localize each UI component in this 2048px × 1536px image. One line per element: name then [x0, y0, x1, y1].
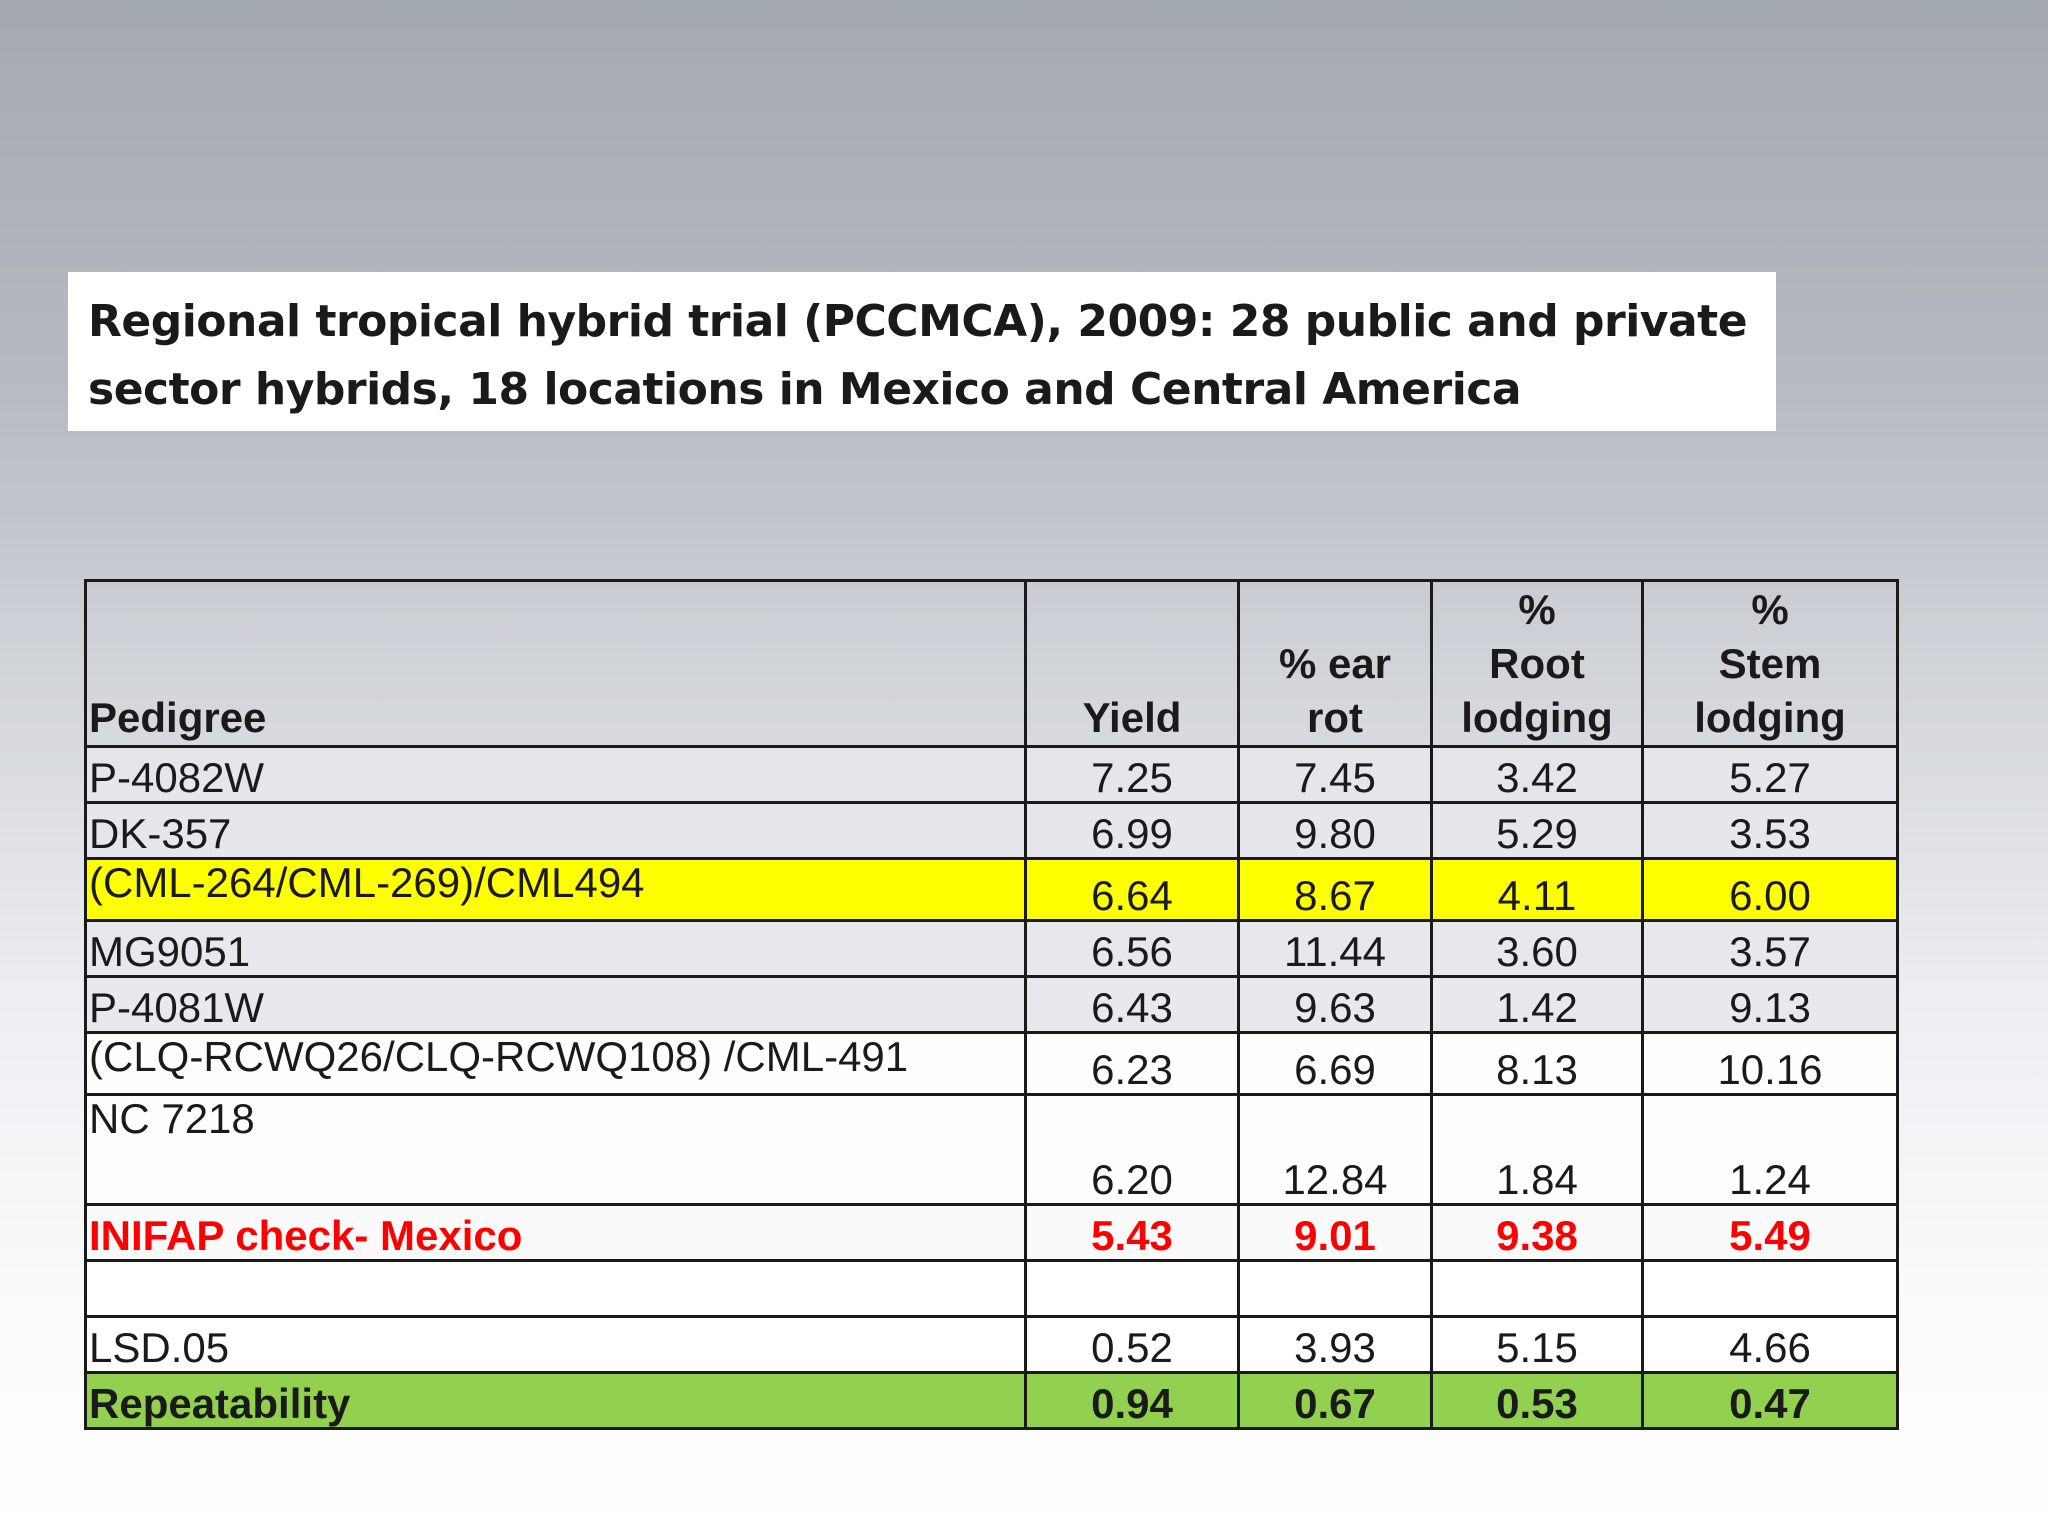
- cell-yield: 6.20: [1024, 1093, 1240, 1206]
- cell-yield: 6.23: [1024, 1031, 1240, 1096]
- cell-pedigree: (CLQ-RCWQ26/CLQ-RCWQ108) /CML-491: [84, 1031, 1027, 1096]
- cell-root-lodging: 9.38: [1430, 1203, 1644, 1262]
- cell-stem-lodging: 4.66: [1641, 1315, 1899, 1374]
- cell-pedigree: (CML-264/CML-269)/CML494: [84, 857, 1027, 922]
- cell-ear-rot: 11.44: [1237, 919, 1433, 978]
- cell-root-lodging: 0.53: [1430, 1371, 1644, 1430]
- cell-pedigree: P-4082W: [84, 745, 1027, 804]
- cell-pedigree: NC 7218: [84, 1093, 1027, 1206]
- header-stem-lodging: % Stem lodging: [1641, 579, 1899, 748]
- cell-stem-lodging: 10.16: [1641, 1031, 1899, 1096]
- cell-pedigree: MG9051: [84, 919, 1027, 978]
- table-row: DK-357 6.99 9.80 5.29 3.53: [84, 801, 1899, 860]
- cell-root-lodging: 1.84: [1430, 1093, 1644, 1206]
- cell-stem-lodging: 1.24: [1641, 1093, 1899, 1206]
- table-row: P-4082W 7.25 7.45 3.42 5.27: [84, 745, 1899, 804]
- cell-yield: 7.25: [1024, 745, 1240, 804]
- cell-ear-rot: 6.69: [1237, 1031, 1433, 1096]
- cell-yield: [1024, 1259, 1240, 1318]
- cell-stem-lodging: 5.27: [1641, 745, 1899, 804]
- table-row-lsd: LSD.05 0.52 3.93 5.15 4.66: [84, 1315, 1899, 1374]
- cell-root-lodging: 8.13: [1430, 1031, 1644, 1096]
- cell-stem-lodging: 3.53: [1641, 801, 1899, 860]
- cell-stem-lodging: [1641, 1259, 1899, 1318]
- cell-pedigree: DK-357: [84, 801, 1027, 860]
- cell-pedigree: LSD.05: [84, 1315, 1027, 1374]
- table-header-row: Pedigree Yield % ear rot % Root lodging % St…: [84, 579, 1899, 748]
- table-row: MG9051 6.56 11.44 3.60 3.57: [84, 919, 1899, 978]
- cell-yield: 0.52: [1024, 1315, 1240, 1374]
- cell-pedigree: INIFAP check- Mexico: [84, 1203, 1027, 1262]
- cell-ear-rot: 12.84: [1237, 1093, 1433, 1206]
- hybrid-trial-table: Pedigree Yield % ear rot % Root lodging % St…: [84, 579, 1899, 1430]
- cell-pedigree: Repeatability: [84, 1371, 1027, 1430]
- table-row-blank: [84, 1259, 1899, 1318]
- table-row-repeatability: Repeatability 0.94 0.67 0.53 0.47: [84, 1371, 1899, 1430]
- cell-ear-rot: 9.63: [1237, 975, 1433, 1034]
- cell-root-lodging: 4.11: [1430, 857, 1644, 922]
- table-row: P-4081W 6.43 9.63 1.42 9.13: [84, 975, 1899, 1034]
- slide-title-line-1: Regional tropical hybrid trial (PCCMCA),…: [88, 296, 1748, 347]
- cell-ear-rot: 9.01: [1237, 1203, 1433, 1262]
- cell-ear-rot: 7.45: [1237, 745, 1433, 804]
- cell-root-lodging: 1.42: [1430, 975, 1644, 1034]
- table-row-check: INIFAP check- Mexico 5.43 9.01 9.38 5.49: [84, 1203, 1899, 1262]
- header-pedigree: Pedigree: [84, 579, 1027, 748]
- cell-stem-lodging: 3.57: [1641, 919, 1899, 978]
- cell-stem-lodging: 0.47: [1641, 1371, 1899, 1430]
- cell-yield: 5.43: [1024, 1203, 1240, 1262]
- cell-yield: 6.56: [1024, 919, 1240, 978]
- slide-title-line-2: sector hybrids, 18 locations in Mexico a…: [88, 364, 1522, 415]
- cell-root-lodging: [1430, 1259, 1644, 1318]
- cell-root-lodging: 5.15: [1430, 1315, 1644, 1374]
- cell-stem-lodging: 5.49: [1641, 1203, 1899, 1262]
- cell-ear-rot: 0.67: [1237, 1371, 1433, 1430]
- cell-stem-lodging: 6.00: [1641, 857, 1899, 922]
- cell-root-lodging: 3.60: [1430, 919, 1644, 978]
- cell-yield: 0.94: [1024, 1371, 1240, 1430]
- cell-root-lodging: 5.29: [1430, 801, 1644, 860]
- cell-ear-rot: 9.80: [1237, 801, 1433, 860]
- cell-yield: 6.43: [1024, 975, 1240, 1034]
- cell-stem-lodging: 9.13: [1641, 975, 1899, 1034]
- cell-pedigree: P-4081W: [84, 975, 1027, 1034]
- header-ear-rot: % ear rot: [1237, 579, 1433, 748]
- cell-root-lodging: 3.42: [1430, 745, 1644, 804]
- cell-ear-rot: 8.67: [1237, 857, 1433, 922]
- table-row: NC 7218 6.20 12.84 1.84 1.24: [84, 1093, 1899, 1206]
- table-row: (CLQ-RCWQ26/CLQ-RCWQ108) /CML-491 6.23 6…: [84, 1031, 1899, 1096]
- cell-yield: 6.99: [1024, 801, 1240, 860]
- header-root-lodging: % Root lodging: [1430, 579, 1644, 748]
- cell-pedigree: [84, 1259, 1027, 1318]
- slide-title-box: Regional tropical hybrid trial (PCCMCA),…: [68, 272, 1776, 431]
- cell-ear-rot: [1237, 1259, 1433, 1318]
- cell-yield: 6.64: [1024, 857, 1240, 922]
- cell-ear-rot: 3.93: [1237, 1315, 1433, 1374]
- table-row-highlighted: (CML-264/CML-269)/CML494 6.64 8.67 4.11 …: [84, 857, 1899, 922]
- header-yield: Yield: [1024, 579, 1240, 748]
